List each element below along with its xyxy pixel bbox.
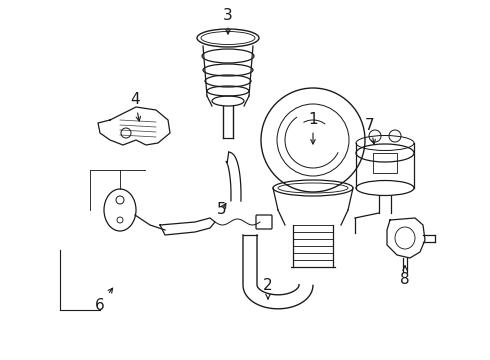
Text: 8: 8 bbox=[400, 266, 410, 288]
Text: 4: 4 bbox=[130, 93, 141, 121]
Text: 1: 1 bbox=[308, 112, 318, 144]
Text: 3: 3 bbox=[223, 8, 233, 34]
Text: 2: 2 bbox=[263, 278, 273, 299]
Text: 5: 5 bbox=[217, 202, 227, 217]
Text: 6: 6 bbox=[95, 288, 113, 312]
Text: 7: 7 bbox=[365, 117, 375, 144]
